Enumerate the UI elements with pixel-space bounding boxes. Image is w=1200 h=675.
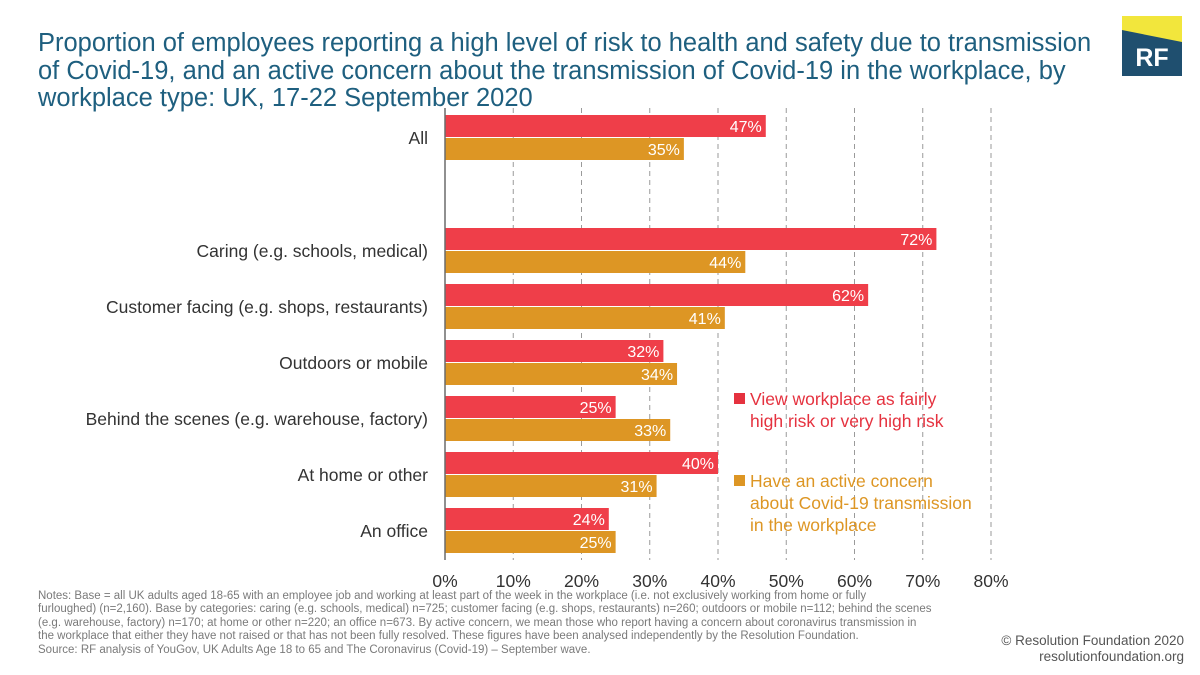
- legend-label-line: high risk or very high risk: [750, 411, 944, 431]
- data-label: 44%: [709, 255, 741, 272]
- category-label: Caring (e.g. schools, medical): [197, 241, 428, 261]
- bar: [445, 531, 616, 553]
- x-tick-label: 10%: [496, 571, 531, 591]
- legend-label-line: Have an active concern: [750, 471, 933, 491]
- category-label: All: [409, 128, 428, 148]
- category-label: Behind the scenes (e.g. warehouse, facto…: [86, 409, 428, 429]
- bar: [445, 138, 684, 160]
- bar: [445, 251, 746, 273]
- legend-label-line: in the workplace: [750, 515, 877, 535]
- category-label: An office: [360, 521, 428, 541]
- x-tick-label: 70%: [905, 571, 940, 591]
- data-label: 72%: [900, 232, 932, 249]
- rf-logo: RF: [1122, 16, 1182, 76]
- bar: [445, 419, 671, 441]
- legend-swatch-orange: [734, 475, 745, 486]
- bar: [445, 452, 718, 474]
- bar: [445, 340, 664, 362]
- data-label: 35%: [648, 142, 680, 159]
- x-tick-label: 80%: [973, 571, 1008, 591]
- bar: [445, 228, 937, 250]
- bar: [445, 284, 869, 306]
- x-tick-label: 20%: [564, 571, 599, 591]
- data-label: 40%: [682, 456, 714, 473]
- bar: [445, 307, 725, 329]
- category-label: Outdoors or mobile: [279, 353, 428, 373]
- x-tick-label: 50%: [769, 571, 804, 591]
- data-label: 25%: [580, 400, 612, 417]
- x-tick-label: 40%: [700, 571, 735, 591]
- data-label: 24%: [573, 512, 605, 529]
- bar: [445, 475, 657, 497]
- data-label: 47%: [730, 119, 762, 136]
- credit: © Resolution Foundation 2020 resolutionf…: [1001, 633, 1184, 664]
- x-tick-label: 30%: [632, 571, 667, 591]
- bar: [445, 363, 678, 385]
- notes-line: Source: RF analysis of YouGov, UK Adults…: [38, 643, 591, 656]
- data-label: 34%: [641, 367, 673, 384]
- data-label: 62%: [832, 288, 864, 305]
- notes-line: the workplace that either they have not …: [38, 630, 859, 643]
- data-label: 41%: [689, 311, 721, 328]
- legend-label-line: about Covid-19 transmission: [750, 493, 972, 513]
- category-label: Customer facing (e.g. shops, restaurants…: [106, 297, 428, 317]
- x-tick-label: 60%: [837, 571, 872, 591]
- legend-label-line: View workplace as fairly: [750, 389, 937, 409]
- chart-title: Proportion of employees reporting a high…: [38, 29, 1092, 112]
- notes-line: (e.g. warehouse, factory) n=170; at home…: [38, 616, 917, 629]
- notes-line: Notes: Base = all UK adults aged 18-65 w…: [38, 590, 867, 602]
- data-label: 31%: [621, 479, 653, 496]
- category-label: At home or other: [298, 465, 429, 485]
- x-tick-label: 0%: [432, 571, 457, 591]
- legend-item-active-concern: Have an active concern about Covid-19 tr…: [734, 470, 1004, 536]
- logo-text: RF: [1135, 44, 1169, 72]
- data-label: 25%: [580, 535, 612, 552]
- bar: [445, 508, 609, 530]
- data-label: 32%: [627, 344, 659, 361]
- data-label: 33%: [634, 423, 666, 440]
- notes: Notes: Base = all UK adults aged 18-65 w…: [38, 590, 988, 657]
- legend-item-high-risk: View workplace as fairly high risk or ve…: [734, 388, 1004, 432]
- legend-swatch-red: [734, 393, 745, 404]
- logo-accent-shape: [1122, 16, 1182, 42]
- copyright: © Resolution Foundation 2020: [1001, 633, 1184, 648]
- website: resolutionfoundation.org: [1039, 648, 1184, 664]
- bar: [445, 115, 766, 137]
- bar: [445, 396, 616, 418]
- notes-line: furloughed) (n=2,160). Base by categorie…: [38, 603, 932, 616]
